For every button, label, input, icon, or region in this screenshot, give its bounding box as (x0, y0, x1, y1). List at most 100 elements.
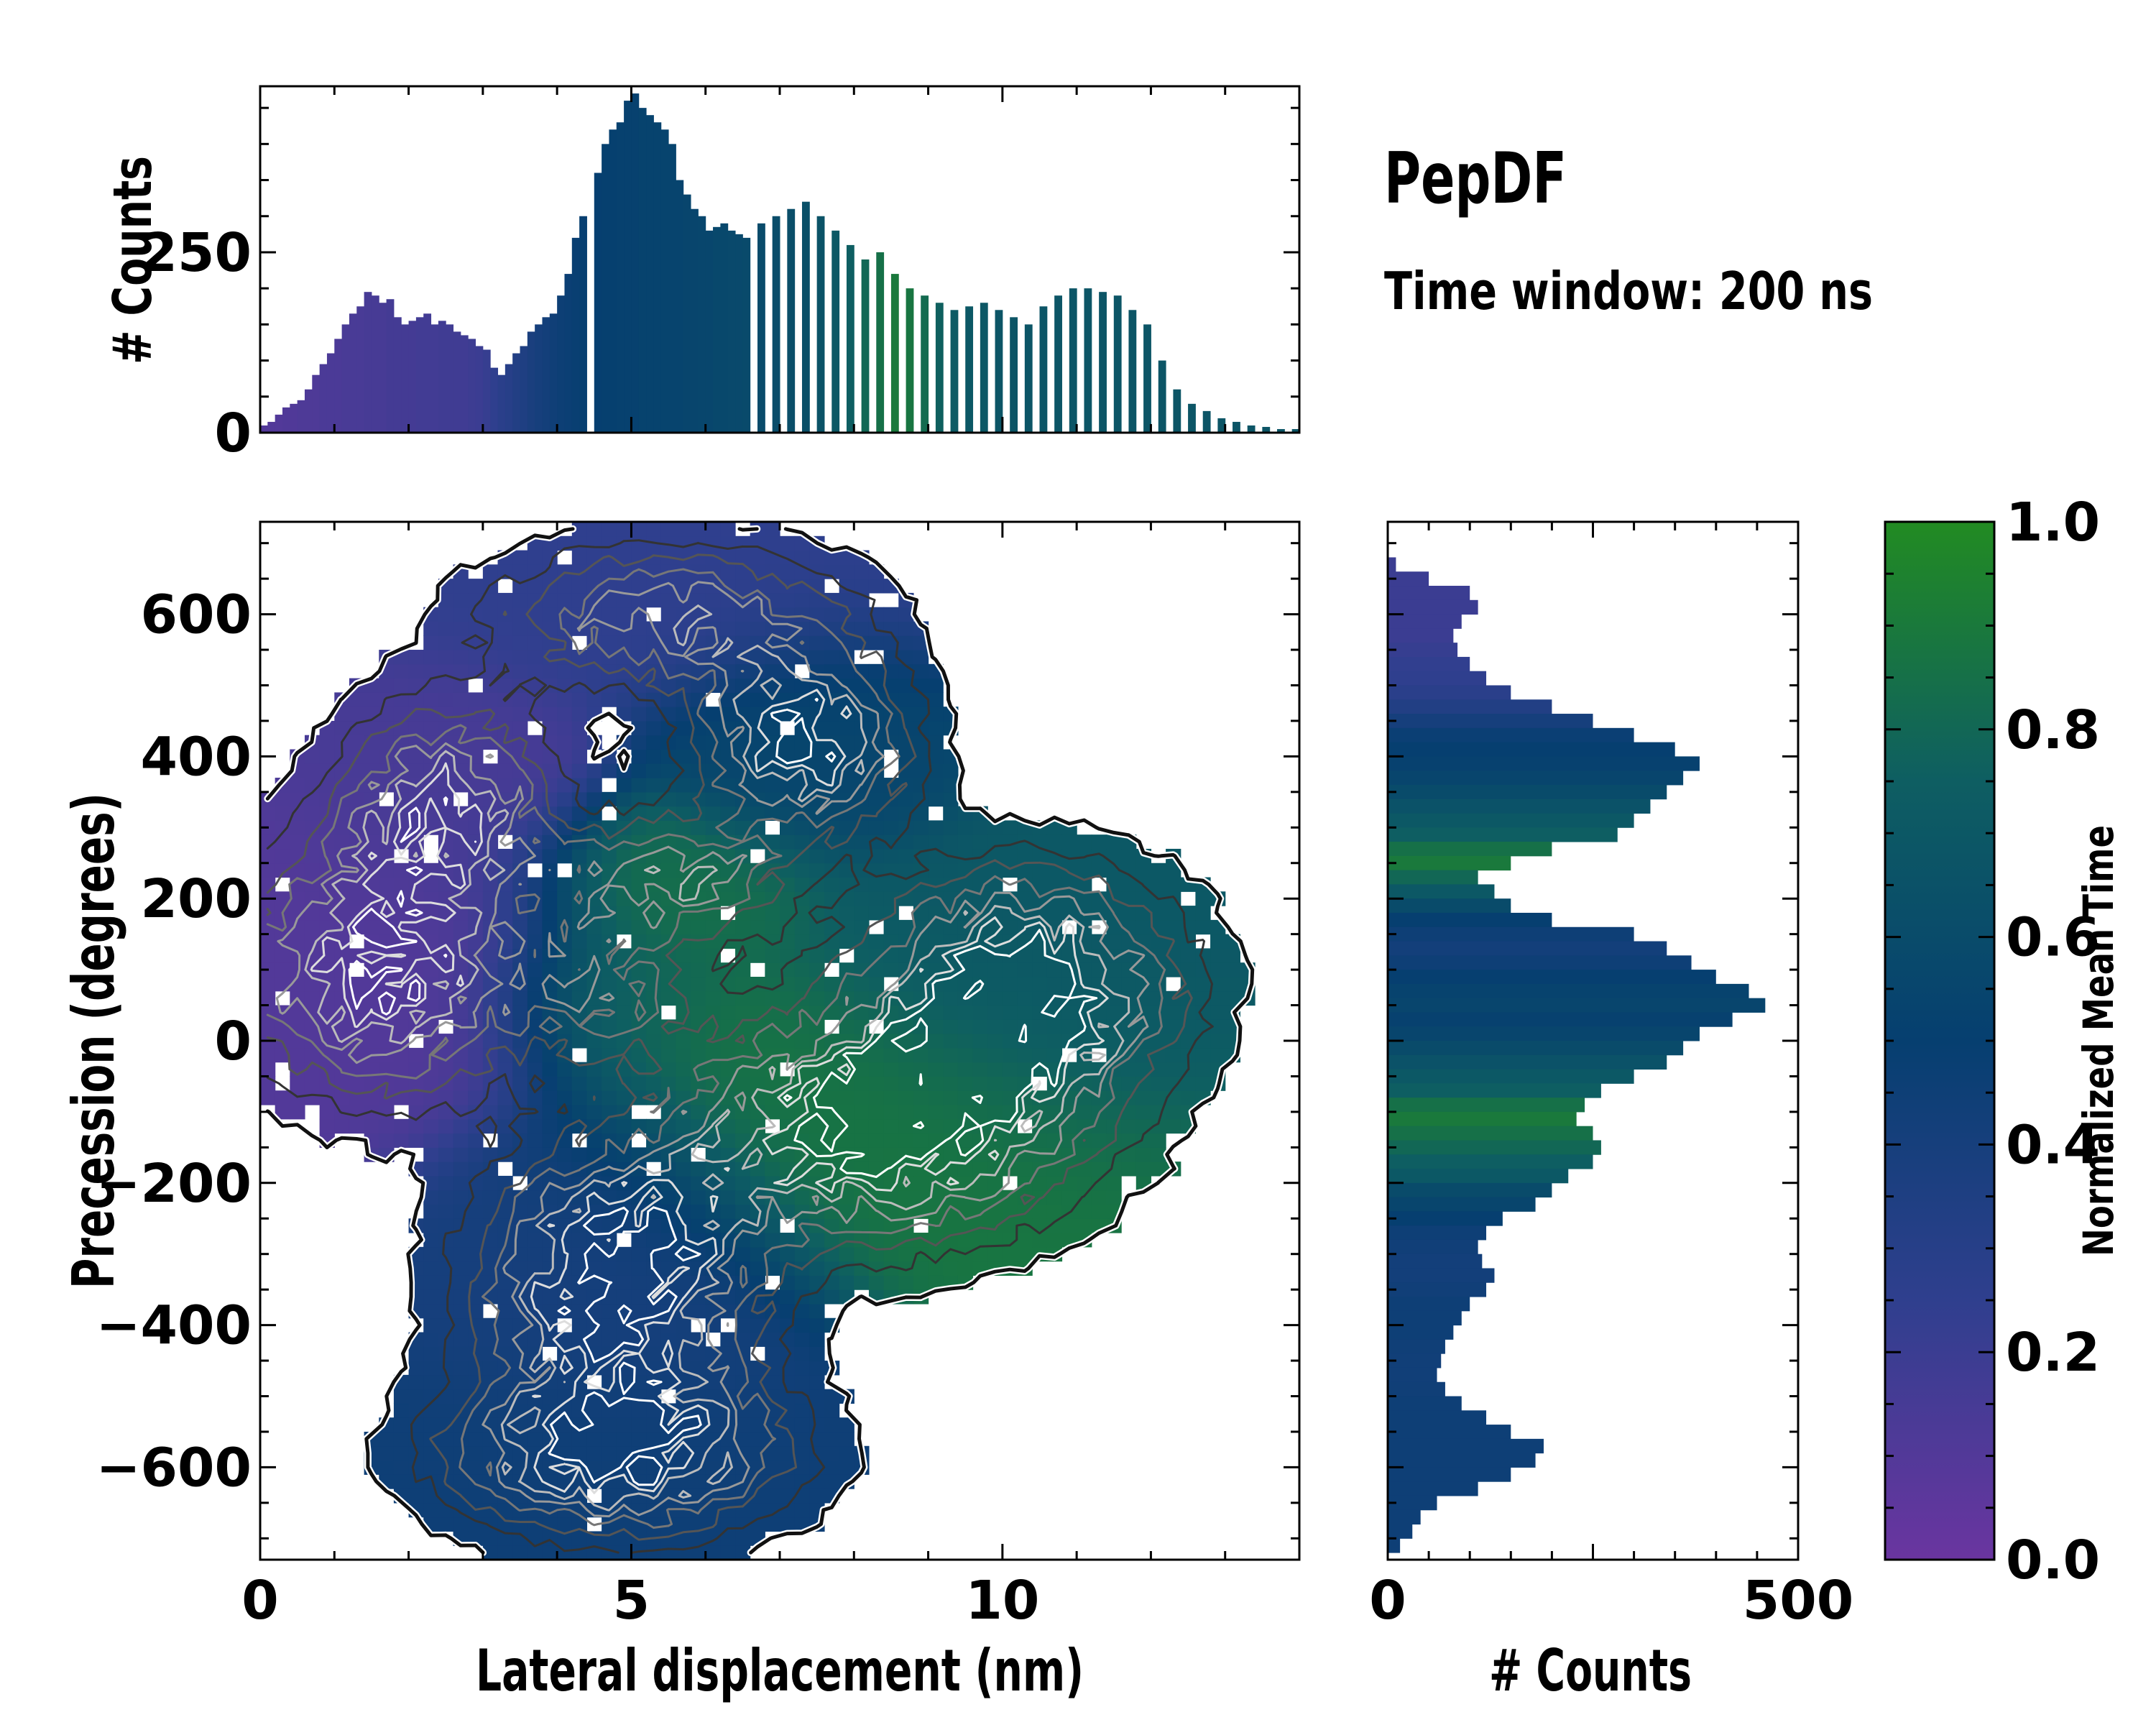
density-cell (1166, 919, 1181, 935)
density-cell (780, 1474, 796, 1489)
right-histogram-bar (1388, 756, 1700, 771)
density-cell (691, 1034, 706, 1049)
density-cell (423, 720, 439, 736)
density-cell (898, 1062, 914, 1077)
top-histogram-bar (705, 230, 714, 433)
right-histogram-bar (1388, 1140, 1601, 1155)
top-histogram-ylabel: # Counts (102, 156, 164, 364)
density-cell (586, 1034, 602, 1049)
density-cell (602, 1403, 617, 1418)
density-cell (586, 522, 602, 537)
density-cell (1002, 1105, 1018, 1120)
density-cell (438, 635, 454, 650)
density-cell (854, 1076, 870, 1091)
density-cell (602, 535, 617, 551)
density-cell (780, 663, 796, 679)
density-cell (735, 1118, 751, 1134)
density-cell (602, 607, 617, 622)
density-cell (839, 1246, 854, 1262)
top-histogram-bar (341, 324, 350, 433)
density-cell (616, 1118, 632, 1134)
density-cell (943, 1147, 959, 1162)
density-cell (780, 535, 796, 551)
density-cell (691, 1474, 706, 1489)
top-histogram-bar (542, 317, 550, 433)
density-cell (527, 635, 543, 650)
density-cell (527, 990, 543, 1006)
density-cell (720, 1218, 736, 1233)
density-cell (468, 650, 484, 665)
density-cell (898, 962, 914, 978)
density-cell (854, 1246, 870, 1262)
density-cell (423, 1502, 439, 1518)
top-histogram-bar (349, 313, 357, 433)
density-cell (319, 906, 335, 921)
density-cell (1121, 1105, 1137, 1120)
density-cell (453, 1175, 469, 1191)
density-cell (809, 1261, 825, 1276)
main-density-ytick-label: 0 (215, 1011, 252, 1072)
density-cell (616, 1531, 632, 1546)
density-cell (586, 791, 602, 807)
density-cell (631, 650, 647, 665)
density-cell (482, 1545, 499, 1560)
density-cell (794, 862, 810, 878)
density-cell (898, 1190, 914, 1205)
density-cell (468, 1445, 484, 1461)
density-cell (290, 1005, 305, 1020)
density-cell (735, 1204, 751, 1219)
density-cell (1091, 1190, 1107, 1205)
density-cell (586, 1545, 602, 1560)
density-cell (1210, 1034, 1226, 1049)
density-cell (750, 1502, 765, 1518)
density-cell (319, 1090, 335, 1105)
density-cell (1151, 1118, 1166, 1134)
density-cell (423, 1317, 439, 1333)
density-cell (913, 1246, 929, 1262)
density-cell (705, 1474, 721, 1489)
density-cell (854, 621, 870, 636)
density-cell (290, 778, 305, 793)
density-cell (304, 862, 321, 878)
density-cell (393, 1431, 410, 1447)
density-cell (883, 1233, 899, 1248)
density-cell (260, 948, 276, 963)
density-cell (720, 1204, 736, 1219)
right-histogram-bar (1388, 614, 1462, 629)
top-histogram-bar (364, 292, 372, 433)
density-cell (987, 1076, 1003, 1091)
density-cell (868, 906, 885, 921)
density-cell (631, 919, 647, 935)
density-cell (1077, 834, 1092, 850)
density-cell (809, 1389, 825, 1404)
density-cell (883, 1047, 899, 1063)
density-cell (393, 1034, 410, 1049)
density-cell (883, 919, 899, 935)
density-cell (1046, 1034, 1063, 1049)
density-cell (497, 621, 513, 636)
density-cell (468, 1517, 484, 1532)
density-cell (824, 592, 840, 608)
density-cell (453, 1162, 469, 1177)
density-cell (527, 550, 543, 565)
density-cell (809, 1317, 825, 1333)
density-cell (423, 1374, 439, 1390)
density-cell (854, 1275, 870, 1290)
density-cell (1002, 820, 1018, 835)
density-cell (602, 1076, 617, 1091)
density-cell (987, 976, 1003, 992)
density-cell (705, 592, 721, 608)
density-cell (602, 1090, 617, 1105)
density-cell (557, 1531, 573, 1546)
density-cell (616, 1005, 632, 1020)
top-histogram-bar (1039, 306, 1048, 433)
density-cell (438, 1431, 454, 1447)
density-cell (453, 1289, 469, 1305)
density-cell (542, 1090, 558, 1105)
density-cell (497, 906, 513, 921)
density-cell (883, 820, 899, 835)
density-cell (393, 1474, 410, 1489)
density-cell (616, 1517, 632, 1532)
density-cell (765, 1162, 780, 1177)
density-cell (482, 564, 499, 579)
